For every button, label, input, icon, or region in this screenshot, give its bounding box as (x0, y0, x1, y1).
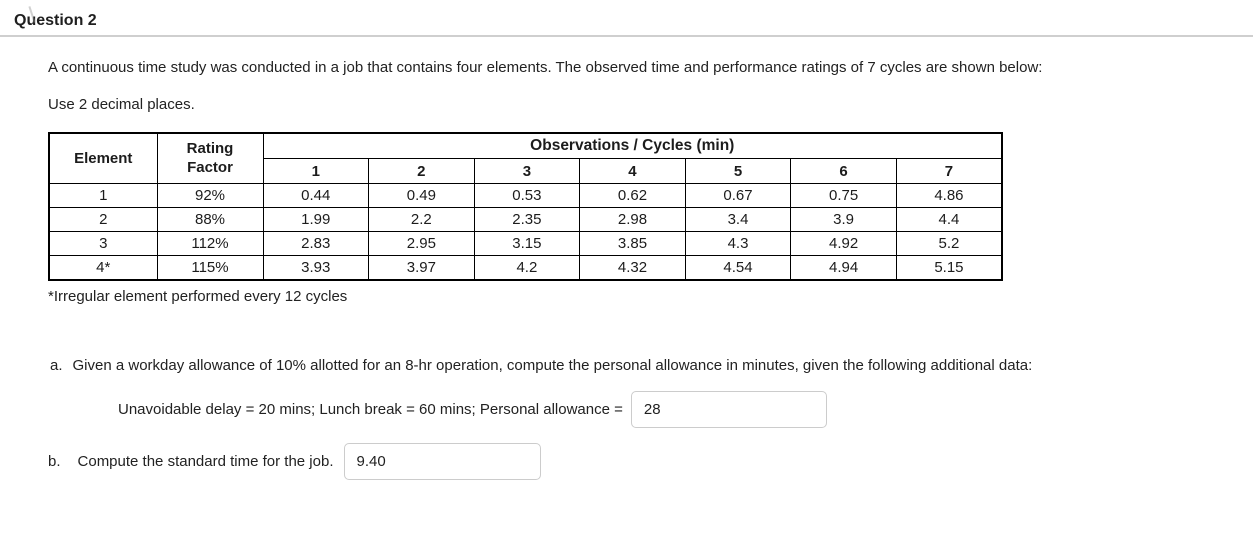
element-cell: 1 (48, 183, 158, 208)
obs-cell: 4.4 (895, 207, 1003, 232)
col-header-cycle-4: 4 (579, 158, 686, 184)
rating-cell: 112% (156, 231, 264, 256)
element-cell: 4* (48, 255, 158, 281)
col-header-cycle-5: 5 (684, 158, 792, 184)
obs-cell: 4.94 (790, 255, 897, 281)
part-a-answer-row: Unavoidable delay = 20 mins; Lunch break… (118, 391, 827, 428)
obs-cell: 3.93 (262, 255, 370, 281)
table-header-row-1: Element Rating Factor Observations / Cyc… (48, 132, 1003, 184)
col-header-observations: Observations / Cycles (min) (262, 132, 1003, 159)
question-title: Question 2 (14, 12, 97, 29)
obs-cell: 4.32 (579, 255, 686, 281)
obs-cell: 0.53 (473, 183, 581, 208)
table-header-row-2: 1 2 3 4 5 6 7 (49, 158, 1003, 184)
obs-cell: 4.2 (473, 255, 581, 281)
col-header-cycle-1: 1 (262, 158, 370, 184)
col-header-element: Element (48, 132, 158, 184)
decimal-places-instruction: Use 2 decimal places. (48, 96, 195, 113)
personal-allowance-input[interactable] (630, 391, 827, 428)
element-cell: 2 (48, 207, 158, 232)
observations-table: Element Rating Factor Observations / Cyc… (48, 132, 1003, 281)
obs-cell: 0.75 (790, 183, 897, 208)
obs-cell: 5.2 (895, 231, 1003, 256)
part-b-prompt-text: Compute the standard time for the job. (77, 453, 334, 470)
col-header-rating-factor: Rating Factor (156, 132, 264, 184)
table-footnote: *Irregular element performed every 12 cy… (48, 288, 348, 305)
obs-cell: 2.35 (473, 207, 581, 232)
obs-cell: 0.67 (684, 183, 792, 208)
rating-cell: 92% (156, 183, 264, 208)
col-header-cycle-6: 6 (790, 158, 897, 184)
obs-cell: 2.2 (368, 207, 475, 232)
obs-cell: 3.15 (473, 231, 581, 256)
obs-cell: 3.9 (790, 207, 897, 232)
obs-cell: 3.85 (579, 231, 686, 256)
rating-cell: 115% (156, 255, 264, 281)
obs-cell: 0.49 (368, 183, 475, 208)
part-b-row: b. Compute the standard time for the job… (48, 443, 541, 480)
col-header-cycle-3: 3 (473, 158, 581, 184)
obs-cell: 0.44 (262, 183, 370, 208)
rating-factor-label: Rating Factor (186, 139, 234, 176)
standard-time-input[interactable] (343, 443, 541, 480)
question-intro-text: A continuous time study was conducted in… (48, 59, 1043, 76)
part-a-letter: a. (50, 357, 63, 374)
table-row: 1 92% 0.44 0.49 0.53 0.62 0.67 0.75 4.86 (48, 183, 1003, 208)
obs-cell: 2.83 (262, 231, 370, 256)
obs-cell: 4.92 (790, 231, 897, 256)
obs-cell: 2.98 (579, 207, 686, 232)
divider-rule (0, 35, 1253, 37)
element-cell: 3 (48, 231, 158, 256)
obs-cell: 2.95 (368, 231, 475, 256)
rating-cell: 88% (156, 207, 264, 232)
part-a-prompt-text: Given a workday allowance of 10% allotte… (72, 357, 1033, 374)
obs-cell: 0.62 (579, 183, 686, 208)
obs-cell: 4.3 (684, 231, 792, 256)
part-a-data-label: Unavoidable delay = 20 mins; Lunch break… (118, 401, 623, 418)
col-header-cycle-7: 7 (895, 158, 1003, 184)
obs-cell: 3.97 (368, 255, 475, 281)
obs-cell: 3.4 (684, 207, 792, 232)
part-b-letter: b. (48, 453, 61, 470)
obs-cell: 4.86 (895, 183, 1003, 208)
obs-cell: 1.99 (262, 207, 370, 232)
table-row: 2 88% 1.99 2.2 2.35 2.98 3.4 3.9 4.4 (48, 207, 1003, 232)
table-row: 3 112% 2.83 2.95 3.15 3.85 4.3 4.92 5.2 (48, 231, 1003, 256)
obs-cell: 5.15 (895, 255, 1003, 281)
table-row: 4* 115% 3.93 3.97 4.2 4.32 4.54 4.94 5.1… (48, 255, 1003, 281)
part-a-prompt: a. Given a workday allowance of 10% allot… (50, 357, 1032, 374)
col-header-cycle-2: 2 (368, 158, 475, 184)
obs-cell: 4.54 (684, 255, 792, 281)
